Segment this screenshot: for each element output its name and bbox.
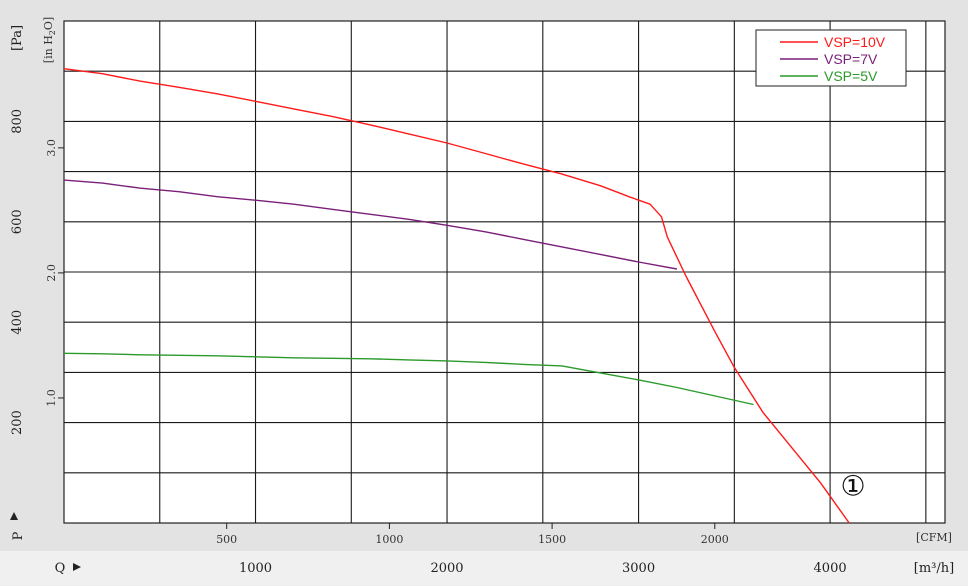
m3h-axis-ticks: 1000 2000 3000 4000 <box>239 561 847 576</box>
pressure-arrow-icon <box>10 512 18 520</box>
flow-axis-name: Q <box>55 561 66 576</box>
flow-arrow-icon <box>73 563 81 571</box>
curve-group <box>63 68 850 524</box>
legend-label: VSP=5V <box>824 68 878 84</box>
inh2o-tick-label: 3.0 <box>45 139 58 157</box>
inh2o-tick-label: 2.0 <box>45 264 58 282</box>
curve-marker-label: ① <box>841 469 866 502</box>
legend-label: VSP=10V <box>824 34 886 50</box>
grid-lines <box>64 21 945 523</box>
cfm-axis-label: [CFM] <box>916 531 952 544</box>
inh2o-label-main: [in H <box>42 35 55 63</box>
pa-tick-label: 400 <box>10 310 25 335</box>
bottom-axis-band <box>0 551 968 586</box>
inh2o-tick-label: 1.0 <box>45 389 58 407</box>
cfm-tick-label: 1500 <box>538 533 566 546</box>
m3h-tick-label: 2000 <box>430 561 463 576</box>
inh2o-axis-label: [in H2O] <box>42 17 57 63</box>
pa-tick-label: 600 <box>10 209 25 234</box>
inh2o-axis-ticks: 1.0 2.0 3.0 <box>45 139 64 407</box>
pressure-axis-name: P <box>11 531 26 540</box>
m3h-axis-label: [m³/h] <box>914 561 954 576</box>
pa-axis-ticks: 200 400 600 800 <box>10 109 25 435</box>
pa-tick-label: 200 <box>10 410 25 435</box>
legend-label: VSP=7V <box>824 51 878 67</box>
pa-axis-label: [Pa] <box>10 25 25 51</box>
cfm-tick-label: 2000 <box>701 533 729 546</box>
cfm-axis-ticks: 500 1000 1500 2000 <box>216 523 729 546</box>
cfm-tick-label: 1000 <box>375 533 403 546</box>
pa-tick-label: 800 <box>10 109 25 134</box>
m3h-tick-label: 1000 <box>239 561 272 576</box>
cfm-tick-label: 500 <box>216 533 237 546</box>
series-line <box>63 352 754 406</box>
series-line <box>63 68 850 524</box>
inh2o-label-sub: 2 <box>48 30 57 35</box>
annotations: ① <box>841 469 866 502</box>
m3h-tick-label: 3000 <box>622 561 655 576</box>
inh2o-label-end: O] <box>42 17 55 30</box>
m3h-tick-label: 4000 <box>814 561 847 576</box>
series-line <box>63 179 678 270</box>
